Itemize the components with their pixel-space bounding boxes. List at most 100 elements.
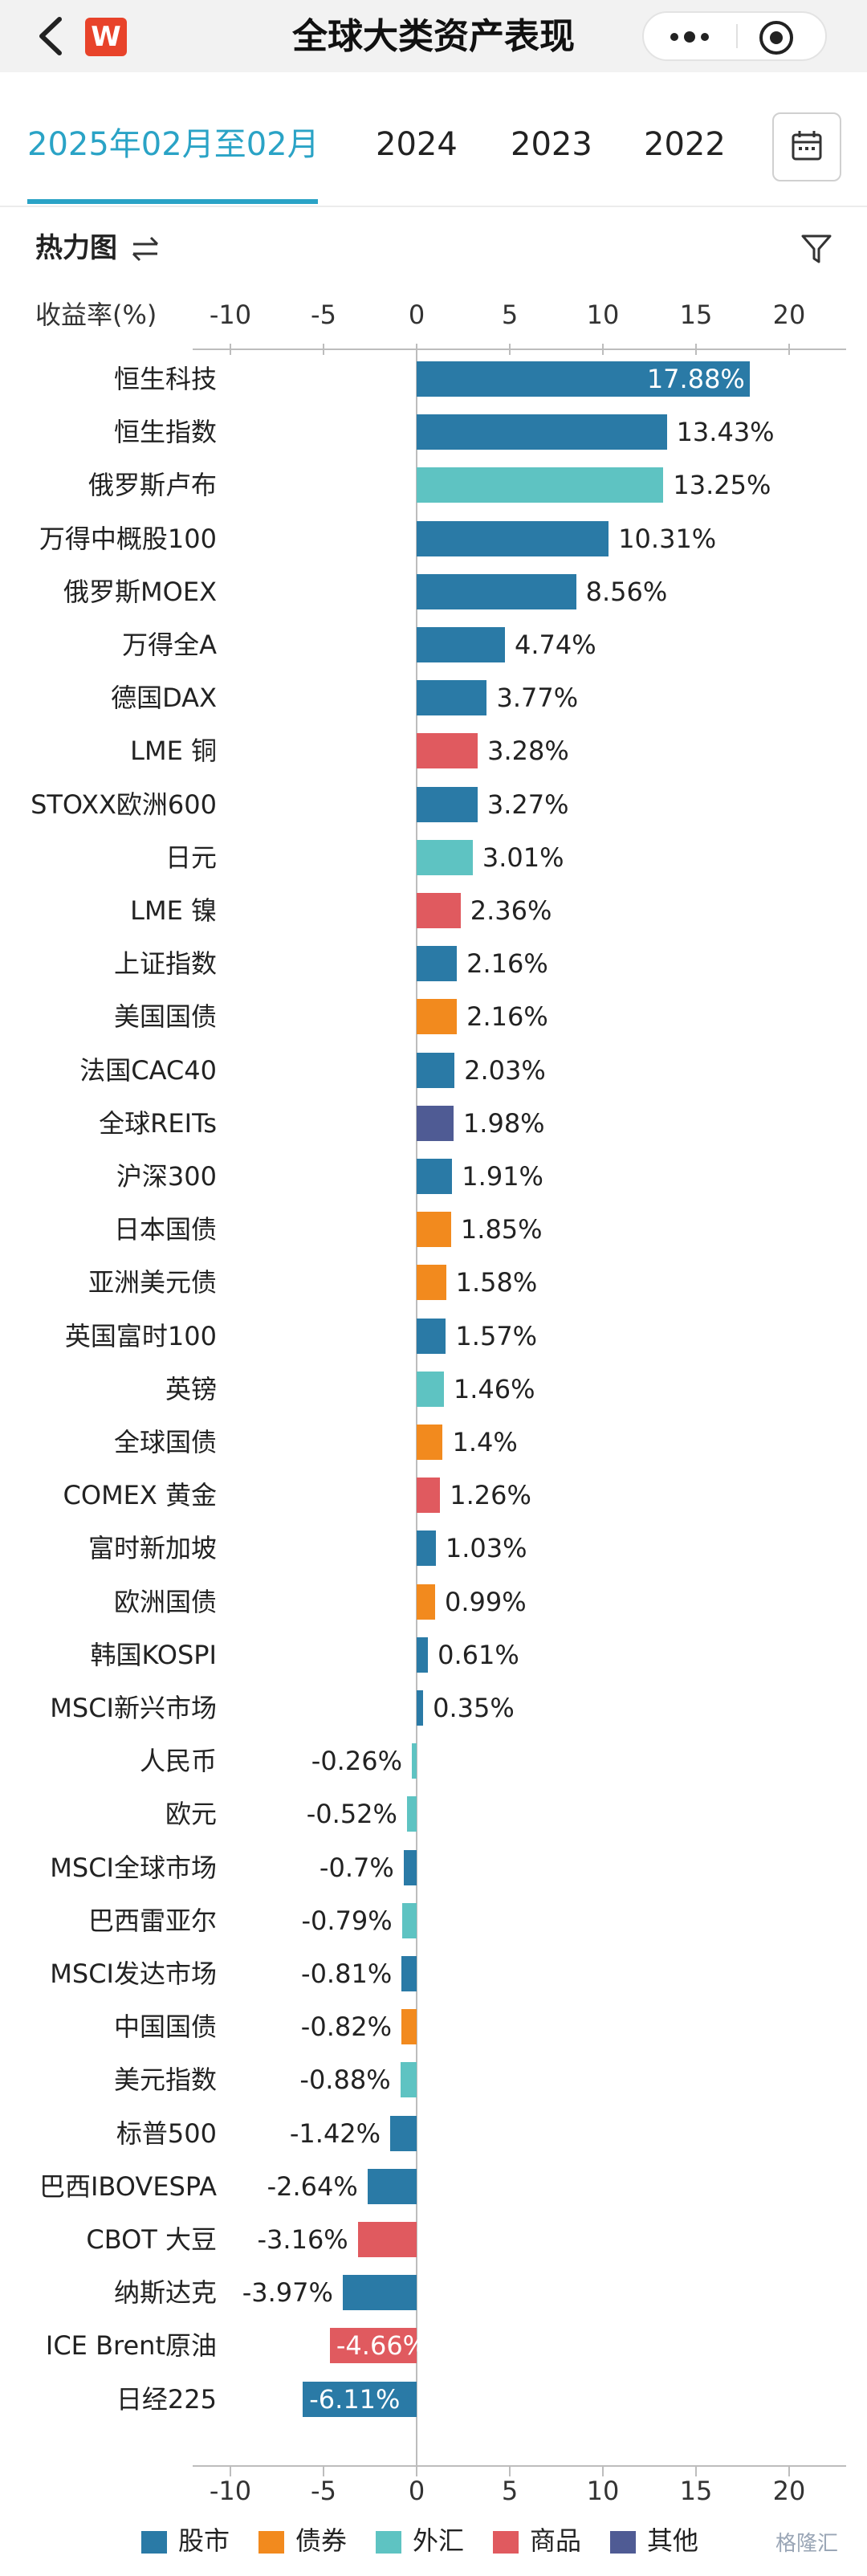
tab-2025-02[interactable]: 2025年02月至02月 [27, 126, 320, 163]
value-label: -0.26% [311, 1746, 402, 1777]
value-label: 3.77% [496, 683, 579, 714]
bar[interactable] [417, 1159, 453, 1194]
asset-label: 德国DAX [111, 683, 217, 714]
asset-label: 上证指数 [113, 948, 217, 980]
asset-label: MSCI发达市场 [50, 1958, 217, 1989]
bar[interactable] [329, 2328, 417, 2364]
asset-label: STOXX欧洲600 [31, 789, 217, 820]
bar[interactable] [417, 414, 667, 450]
asset-label: 恒生指数 [113, 417, 217, 448]
bar[interactable] [411, 1743, 417, 1779]
asset-label: 巴西IBOVESPA [39, 2170, 217, 2202]
bar[interactable] [417, 1531, 436, 1567]
asset-label: 全球国债 [113, 1427, 217, 1457]
tick-mark [230, 2465, 231, 2476]
swap-icon[interactable] [128, 234, 162, 263]
bar[interactable] [417, 786, 478, 822]
bar[interactable] [390, 2115, 417, 2151]
bar[interactable] [417, 1584, 435, 1620]
value-label: 1.85% [460, 1214, 543, 1245]
tab-2024[interactable]: 2024 [376, 126, 458, 163]
bar[interactable] [367, 2168, 417, 2204]
asset-label: 欧元 [165, 1799, 217, 1830]
page-title: 全球大类资产表现 [292, 16, 575, 57]
bar[interactable] [417, 467, 664, 503]
asset-label: 万得中概股100 [39, 523, 217, 554]
bar[interactable] [417, 680, 487, 716]
value-label: -0.81% [301, 1958, 393, 1989]
asset-label: 美元指数 [113, 2064, 217, 2096]
asset-label: 美国国债 [113, 1001, 217, 1033]
bar[interactable] [303, 2381, 417, 2417]
legend-swatch [610, 2531, 636, 2554]
value-label: 10.31% [618, 523, 717, 554]
asset-label: LME 镍 [130, 895, 217, 926]
value-label: -0.82% [300, 2011, 392, 2043]
value-label: 1.98% [462, 1107, 545, 1139]
bar[interactable] [406, 1796, 417, 1832]
app-logo: W [85, 18, 127, 56]
target-icon[interactable] [758, 19, 795, 56]
tab-2023[interactable]: 2023 [511, 126, 592, 163]
tick-mark [509, 2465, 511, 2476]
bar[interactable] [401, 1902, 417, 1938]
asset-label: 富时新加坡 [88, 1533, 217, 1564]
bar[interactable] [417, 627, 505, 662]
calendar-icon [792, 131, 822, 161]
heatmap-title: 热力图 [35, 232, 117, 264]
tick-label: 5 [501, 300, 519, 330]
value-label: 0.99% [444, 1586, 527, 1617]
asset-label: 英镑 [165, 1373, 217, 1404]
value-label: 1.26% [450, 1480, 531, 1511]
bar[interactable] [417, 573, 576, 609]
bar[interactable] [403, 1849, 417, 1885]
more-dots-icon[interactable] [665, 24, 714, 50]
tick-mark [695, 2465, 697, 2476]
tick-mark [323, 2465, 324, 2476]
tab-2022[interactable]: 2022 [644, 126, 726, 163]
asset-label: CBOT 大豆 [86, 2224, 217, 2255]
bar[interactable] [357, 2222, 417, 2257]
tick-label: 20 [772, 300, 806, 330]
bar[interactable] [417, 1371, 444, 1407]
bar[interactable] [401, 1956, 417, 1991]
bar[interactable] [417, 733, 478, 769]
bar[interactable] [417, 1318, 446, 1354]
value-label: -1.42% [289, 2117, 381, 2149]
bar[interactable] [417, 520, 609, 556]
asset-label: 巴西雷亚尔 [88, 1905, 217, 1936]
back-arrow-icon[interactable] [32, 14, 72, 58]
bar[interactable] [417, 1052, 455, 1088]
bar[interactable] [417, 1212, 451, 1248]
asset-label: MSCI全球市场 [50, 1852, 217, 1883]
bar[interactable] [417, 893, 461, 928]
value-label: 13.43% [676, 417, 775, 448]
bar[interactable] [417, 1636, 429, 1673]
asset-label: 韩国KOSPI [90, 1639, 217, 1670]
bar[interactable] [417, 999, 458, 1035]
asset-label: MSCI新兴市场 [50, 1693, 217, 1723]
filter-icon[interactable] [800, 233, 833, 265]
bar[interactable] [342, 2275, 417, 2311]
legend-swatch [141, 2531, 167, 2554]
value-label: 2.36% [470, 895, 552, 926]
bar[interactable] [417, 1265, 446, 1301]
bar[interactable] [417, 1425, 443, 1460]
legend-label: 其他 [647, 2525, 699, 2556]
bar[interactable] [401, 2009, 417, 2045]
asset-label: 日元 [165, 842, 217, 873]
asset-label: ICE Brent原油 [45, 2330, 217, 2362]
bar[interactable] [417, 946, 458, 982]
bar[interactable] [417, 1105, 454, 1141]
value-label: 0.61% [438, 1639, 519, 1670]
value-label: 2.03% [464, 1054, 546, 1086]
bar[interactable] [417, 839, 473, 875]
bar[interactable] [417, 361, 750, 397]
asset-label: 人民币 [139, 1746, 217, 1777]
calendar-button[interactable] [772, 112, 841, 181]
bar[interactable] [417, 1478, 441, 1514]
value-label: 2.16% [466, 948, 548, 980]
bar[interactable] [417, 1690, 424, 1726]
bar[interactable] [400, 2062, 417, 2098]
legend-label: 股市 [178, 2525, 230, 2556]
